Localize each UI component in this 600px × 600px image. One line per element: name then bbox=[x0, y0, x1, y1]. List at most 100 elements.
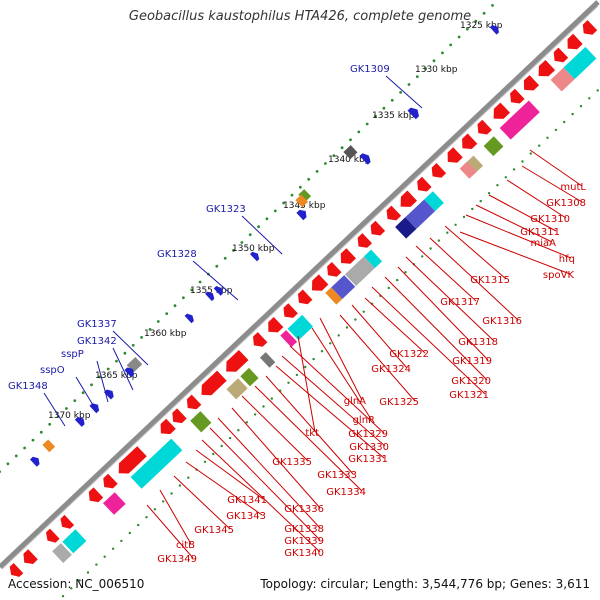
misc-feature bbox=[405, 199, 436, 229]
inner-scale-dot bbox=[120, 539, 123, 543]
cds-feature bbox=[312, 274, 329, 291]
forward-cds bbox=[104, 389, 114, 400]
forward-cds bbox=[250, 251, 260, 262]
cds-feature bbox=[447, 147, 463, 163]
inner-scale-dot bbox=[253, 413, 257, 416]
scale-dot bbox=[156, 320, 160, 323]
inner-scale-dot bbox=[571, 112, 574, 116]
scale-dot bbox=[48, 422, 52, 426]
scale-tick-label: 1340 kbp bbox=[328, 155, 371, 165]
gene-label: sspP bbox=[61, 349, 84, 360]
forward-cds bbox=[89, 403, 100, 414]
misc-feature bbox=[345, 256, 375, 286]
cds-feature bbox=[298, 289, 313, 305]
gene-label: GK1325 bbox=[379, 397, 419, 408]
misc-feature bbox=[280, 330, 298, 348]
inner-scale-dot bbox=[295, 373, 299, 377]
inner-scale-dot bbox=[78, 579, 81, 582]
inner-scale-dot bbox=[270, 397, 273, 400]
inner-scale-dot bbox=[588, 97, 591, 100]
label-leader bbox=[217, 417, 321, 529]
gene-label: GK1315 bbox=[470, 275, 510, 286]
scale-tick-label: 1360 kbp bbox=[144, 329, 187, 339]
label-leader bbox=[444, 225, 507, 280]
label-leader bbox=[371, 286, 486, 395]
label-leader bbox=[364, 297, 426, 354]
label-leader bbox=[112, 330, 149, 366]
feature-tracks bbox=[9, 20, 598, 577]
scale-dot bbox=[115, 359, 118, 363]
label-leader bbox=[281, 355, 386, 447]
gene-label: GK1318 bbox=[458, 337, 498, 348]
inner-scale-dot bbox=[70, 587, 73, 590]
inner-scale-dot bbox=[471, 207, 474, 211]
scale-dot bbox=[240, 241, 244, 244]
label-leader bbox=[254, 385, 363, 492]
gene-label: GK1337 bbox=[77, 319, 117, 330]
inner-scale-dot bbox=[153, 508, 157, 511]
genome-backbone bbox=[0, 0, 600, 569]
forward-cds bbox=[296, 209, 307, 221]
rrna-feature bbox=[363, 249, 383, 269]
inner-scale-dot bbox=[479, 199, 482, 203]
inner-scale-dot bbox=[162, 500, 165, 503]
gene-label: tkt bbox=[305, 428, 319, 439]
scale-dot bbox=[98, 375, 102, 379]
forward-cds bbox=[489, 25, 499, 35]
gene-label: GK1349 bbox=[157, 554, 197, 565]
gene-label: GK1331 bbox=[348, 454, 388, 465]
label-leader bbox=[96, 360, 109, 403]
scale-tick-label: 1325 kbp bbox=[460, 21, 503, 31]
scale-dot bbox=[81, 391, 85, 395]
inner-scale-dot bbox=[529, 152, 532, 155]
gene-label: glnR bbox=[353, 415, 375, 426]
label-leaders bbox=[43, 75, 583, 559]
label-leader bbox=[231, 407, 321, 509]
cds-feature bbox=[327, 262, 342, 277]
label-leader bbox=[159, 489, 192, 545]
label-leader bbox=[385, 75, 423, 109]
cds-feature bbox=[462, 133, 478, 149]
scale-dot bbox=[382, 106, 386, 110]
gene-label: hfq bbox=[559, 254, 575, 265]
inner-scale-dot bbox=[262, 405, 265, 408]
misc-feature bbox=[240, 367, 259, 387]
cds-feature bbox=[538, 60, 556, 77]
gene-label: GK1335 bbox=[272, 457, 312, 468]
inner-scale-dot bbox=[554, 128, 558, 132]
inner-scale-dot bbox=[111, 547, 115, 550]
inner-scale-dot bbox=[312, 357, 315, 361]
label-leader bbox=[521, 165, 583, 203]
cds-feature bbox=[283, 303, 298, 318]
inner-scale-dot bbox=[245, 421, 248, 424]
scale-dot bbox=[6, 462, 10, 466]
cds-feature bbox=[226, 350, 249, 372]
label-leader bbox=[465, 214, 572, 259]
cds-feature bbox=[493, 102, 510, 119]
inner-scale-dot bbox=[563, 120, 566, 124]
rrna-feature bbox=[62, 529, 87, 554]
inner-scale-dot bbox=[404, 271, 407, 274]
scale-dot bbox=[90, 383, 93, 387]
scale-dot bbox=[441, 51, 444, 55]
scale-dot bbox=[390, 98, 394, 102]
forward-cds bbox=[184, 313, 194, 324]
gene-label: GK1329 bbox=[348, 429, 388, 440]
scale-tick-label: 1345 kbp bbox=[283, 201, 326, 211]
feature-labels: GK1309 GK1323 GK1328 GK1337 GK1342 sspP sspO GK… bbox=[8, 64, 586, 565]
scale-dot bbox=[215, 264, 219, 268]
inner-scale-dot bbox=[228, 436, 232, 440]
rrna-feature bbox=[424, 191, 444, 212]
scale-dot bbox=[399, 91, 402, 94]
scale-dot bbox=[23, 446, 26, 450]
gene-label: glnA bbox=[344, 396, 366, 407]
misc-feature bbox=[298, 189, 312, 202]
label-leader bbox=[201, 439, 321, 553]
inner-scale-dot bbox=[504, 176, 507, 179]
gene-label: GK1336 bbox=[284, 504, 324, 515]
genome-backbone-highlight bbox=[1, 5, 599, 570]
gene-label: GK1309 bbox=[350, 64, 390, 75]
inner-scale-dot bbox=[320, 350, 324, 353]
gene-label: GK1342 bbox=[77, 336, 117, 347]
